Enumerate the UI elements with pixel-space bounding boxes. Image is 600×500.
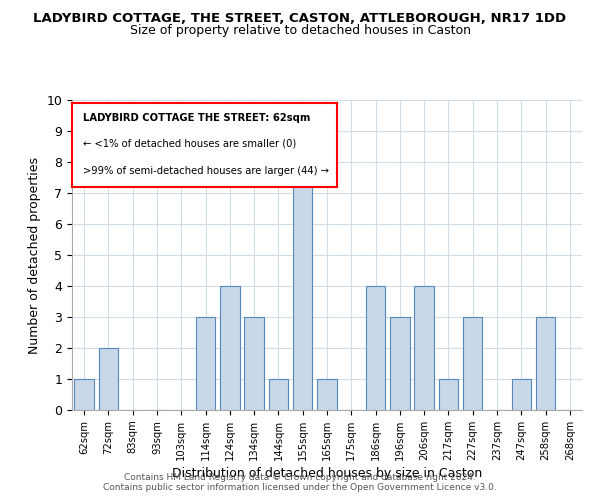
Bar bbox=[439, 379, 458, 410]
Bar bbox=[536, 317, 555, 410]
Bar bbox=[366, 286, 385, 410]
Text: Contains HM Land Registry data © Crown copyright and database right 2024.: Contains HM Land Registry data © Crown c… bbox=[124, 474, 476, 482]
Bar bbox=[463, 317, 482, 410]
Text: LADYBIRD COTTAGE, THE STREET, CASTON, ATTLEBOROUGH, NR17 1DD: LADYBIRD COTTAGE, THE STREET, CASTON, AT… bbox=[34, 12, 566, 26]
Bar bbox=[512, 379, 531, 410]
Bar bbox=[293, 162, 313, 410]
Bar bbox=[390, 317, 410, 410]
Bar bbox=[99, 348, 118, 410]
Text: Contains public sector information licensed under the Open Government Licence v3: Contains public sector information licen… bbox=[103, 484, 497, 492]
X-axis label: Distribution of detached houses by size in Caston: Distribution of detached houses by size … bbox=[172, 467, 482, 480]
Bar bbox=[244, 317, 264, 410]
Text: Size of property relative to detached houses in Caston: Size of property relative to detached ho… bbox=[130, 24, 470, 37]
Bar bbox=[317, 379, 337, 410]
Bar bbox=[415, 286, 434, 410]
Bar bbox=[269, 379, 288, 410]
Bar bbox=[220, 286, 239, 410]
Y-axis label: Number of detached properties: Number of detached properties bbox=[28, 156, 41, 354]
Bar bbox=[196, 317, 215, 410]
Bar bbox=[74, 379, 94, 410]
